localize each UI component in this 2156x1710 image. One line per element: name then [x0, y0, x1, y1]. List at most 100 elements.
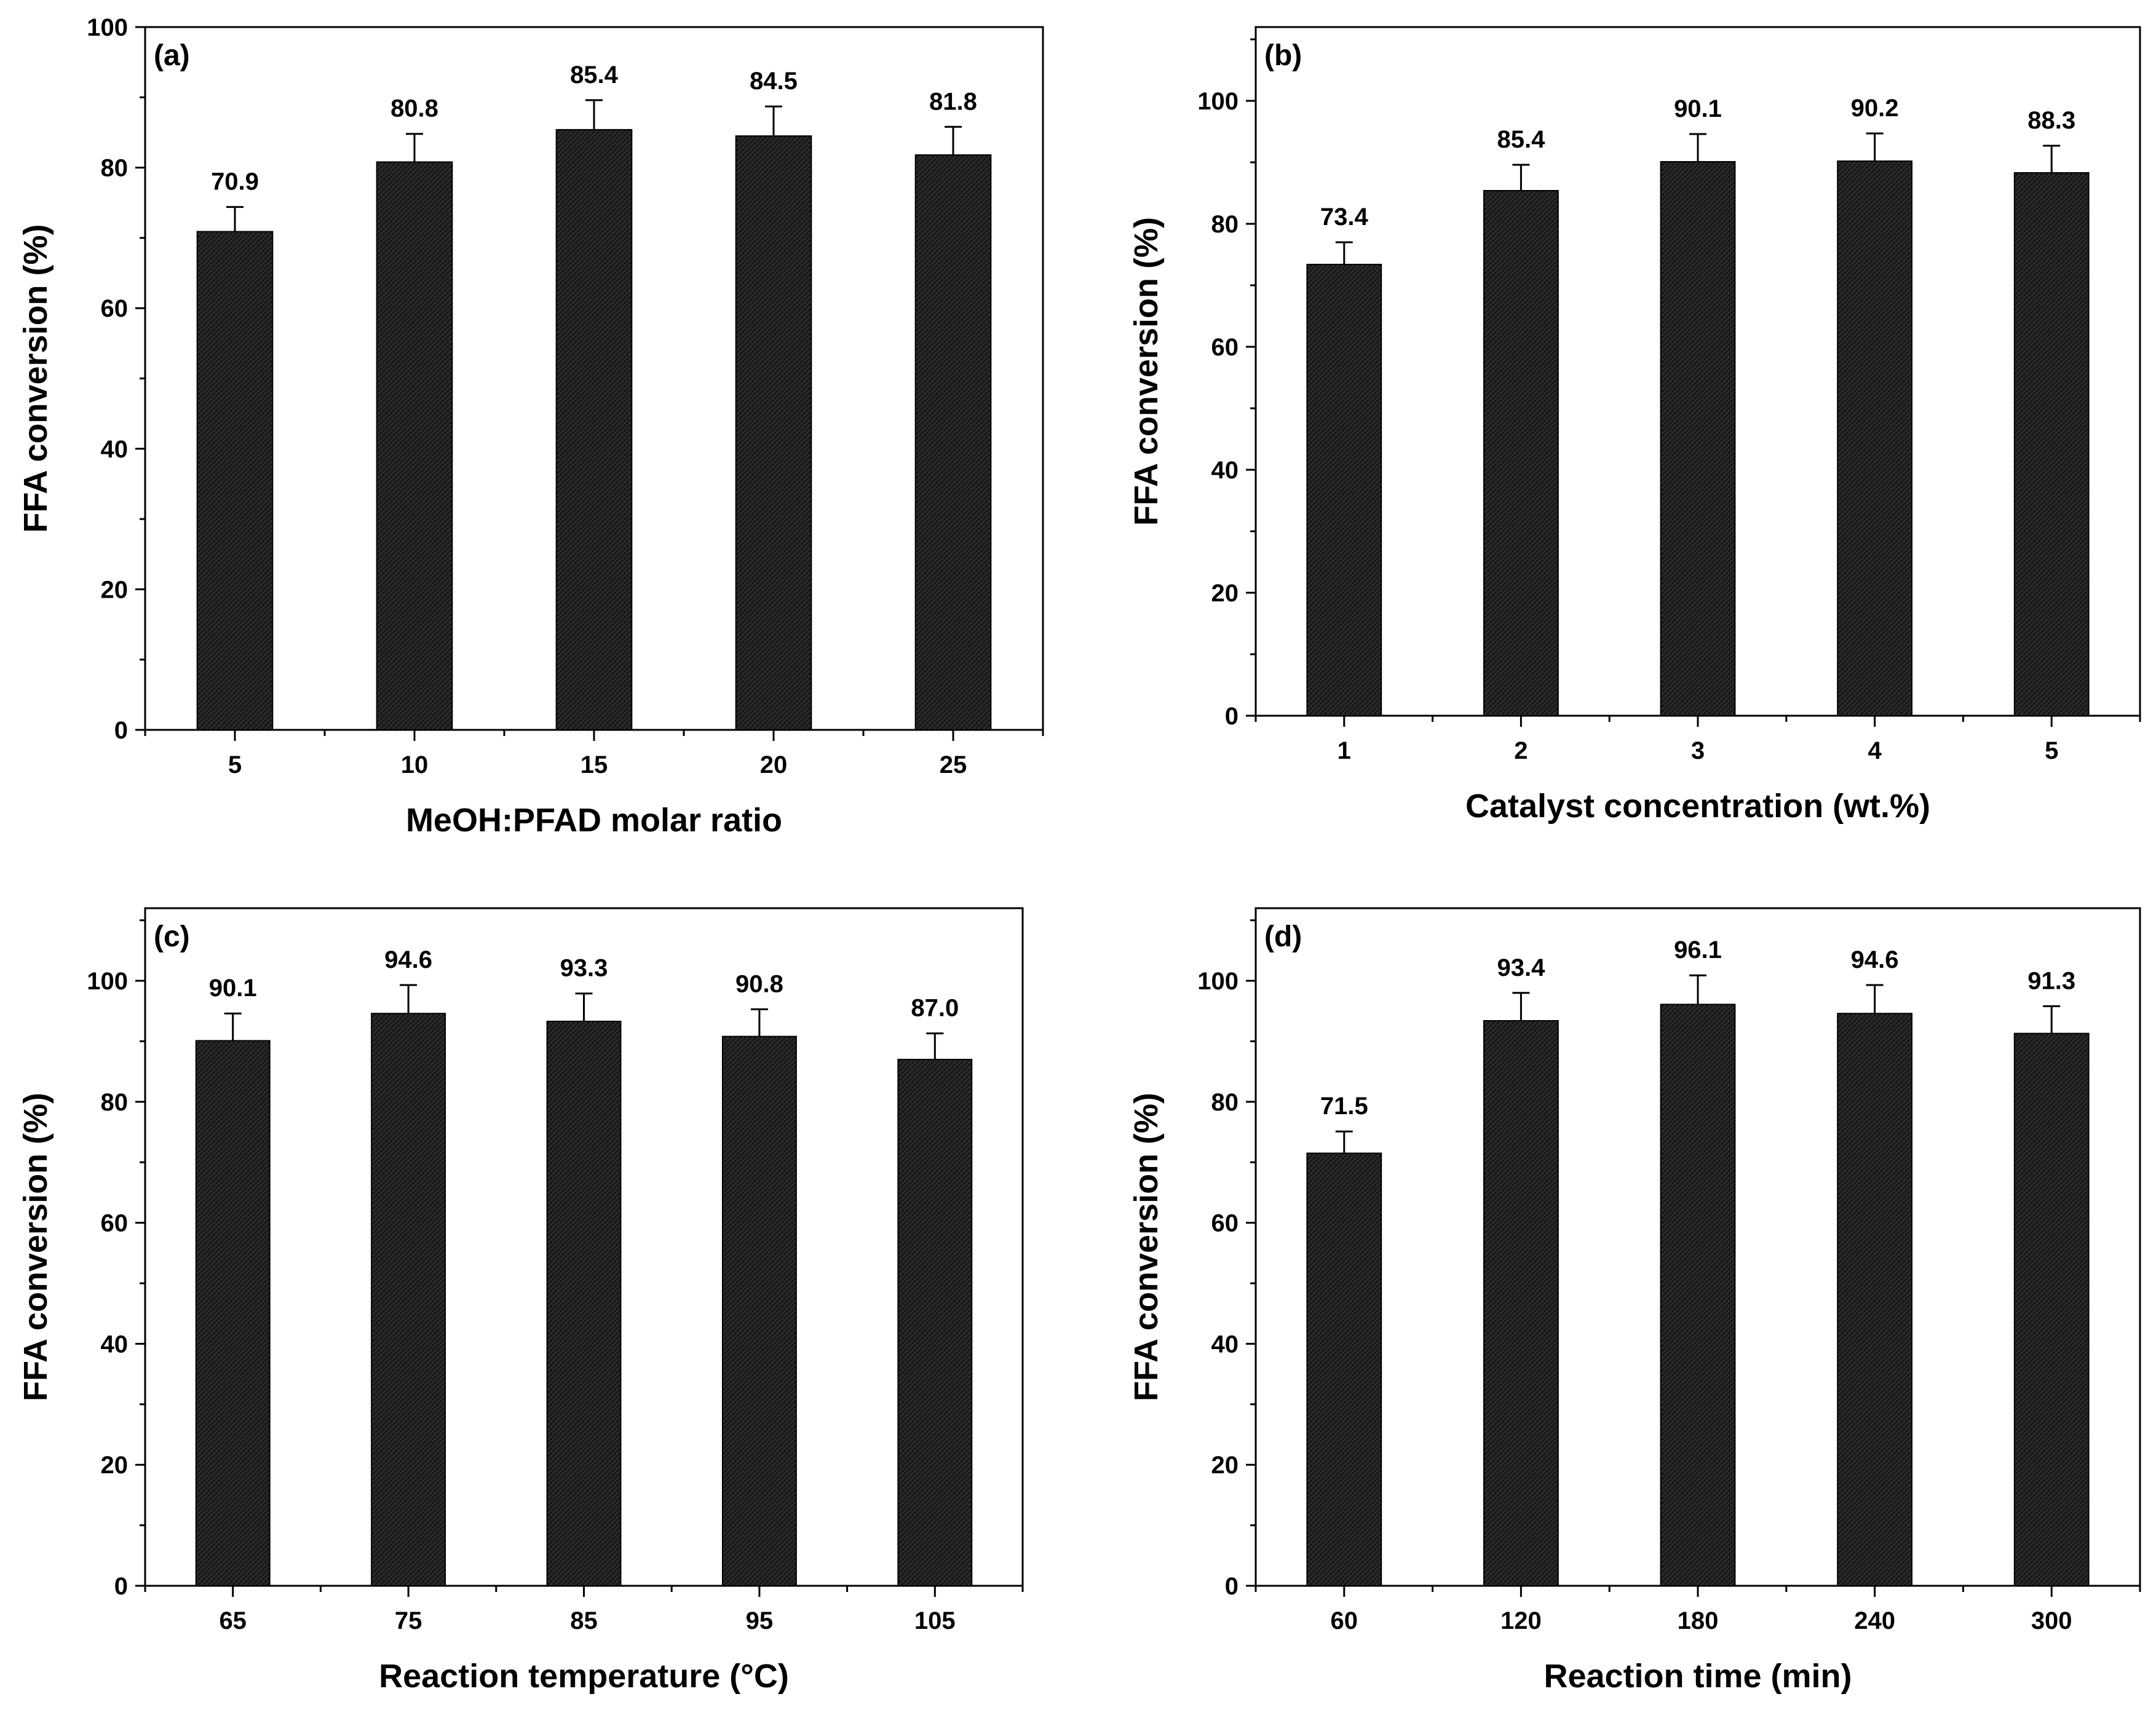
y-tick-label: 40 — [101, 1331, 129, 1358]
panel-a: (a) 0 20 40 60 80 100 70.9 5 80.8 10 85.4 15 84.5 20 81… — [17, 14, 1044, 839]
bar — [1483, 1020, 1559, 1586]
data-label: 90.2 — [1851, 95, 1899, 122]
y-tick-label: 40 — [1211, 457, 1239, 484]
data-label: 80.8 — [390, 95, 438, 122]
data-label: 94.6 — [1851, 946, 1899, 973]
bar — [1306, 1152, 1382, 1586]
panel-label: (d) — [1264, 920, 1302, 953]
x-tick-label: 180 — [1678, 1607, 1719, 1634]
y-tick-label: 40 — [1211, 1331, 1239, 1358]
data-label: 73.4 — [1320, 204, 1369, 231]
panel-label: (b) — [1264, 39, 1302, 72]
x-tick-label: 95 — [746, 1607, 774, 1634]
y-axis-title: FFA conversion (%) — [1128, 1093, 1165, 1401]
data-label: 85.4 — [570, 61, 619, 89]
bar — [376, 161, 453, 730]
y-axis-title: FFA conversion (%) — [17, 1093, 54, 1401]
bar — [1660, 161, 1736, 716]
panel-label: (c) — [154, 920, 190, 953]
x-tick-label: 20 — [760, 751, 788, 778]
data-label: 81.8 — [929, 88, 977, 115]
x-tick-label: 105 — [914, 1607, 956, 1634]
x-axis-title: Reaction time (min) — [1544, 1658, 1852, 1695]
data-label: 90.1 — [209, 975, 257, 1002]
y-tick-label: 100 — [87, 14, 128, 41]
bar — [1837, 1013, 1912, 1587]
y-tick-label: 60 — [1211, 334, 1239, 361]
x-tick-label: 15 — [581, 751, 608, 778]
bar — [914, 154, 992, 730]
data-label: 88.3 — [2027, 107, 2075, 134]
y-tick-label: 40 — [101, 436, 129, 463]
y-tick-label: 0 — [114, 717, 128, 744]
bar — [2013, 1032, 2090, 1586]
bar — [371, 1013, 446, 1587]
y-tick-label: 100 — [1197, 88, 1239, 115]
y-tick-label: 20 — [101, 576, 129, 603]
y-tick-label: 80 — [101, 155, 129, 182]
y-tick-label: 0 — [114, 1573, 128, 1600]
x-tick-label: 75 — [395, 1607, 422, 1634]
bar — [546, 1020, 622, 1586]
y-tick-label: 20 — [101, 1452, 129, 1479]
data-label: 87.0 — [911, 995, 959, 1022]
panel-b: (b) 0 20 40 60 80 100 73.4 1 85.4 2 90.1 3 90.2 4 88.3 5… — [1128, 26, 2141, 825]
bar — [2013, 172, 2090, 716]
bar — [195, 1040, 271, 1586]
data-label: 70.9 — [211, 168, 259, 196]
bar — [721, 1035, 797, 1587]
x-tick-label: 65 — [219, 1607, 247, 1634]
y-tick-label: 60 — [101, 295, 129, 322]
bar — [196, 231, 274, 731]
data-label: 85.4 — [1497, 126, 1545, 153]
data-label: 90.8 — [735, 970, 783, 997]
data-label: 90.1 — [1674, 95, 1722, 122]
data-label: 96.1 — [1674, 936, 1722, 964]
data-label: 91.3 — [2027, 967, 2075, 994]
bar — [555, 129, 633, 731]
data-label: 84.5 — [750, 68, 798, 95]
x-tick-label: 120 — [1500, 1607, 1542, 1634]
y-tick-label: 0 — [1225, 703, 1239, 730]
y-tick-label: 0 — [1225, 1573, 1239, 1600]
x-tick-label: 5 — [228, 751, 242, 778]
y-tick-label: 100 — [87, 968, 128, 995]
y-tick-label: 20 — [1211, 580, 1239, 607]
x-tick-label: 25 — [940, 751, 967, 778]
y-tick-label: 60 — [1211, 1210, 1239, 1237]
bar — [1660, 1003, 1736, 1587]
y-tick-label: 80 — [1211, 211, 1239, 238]
y-axis-title: FFA conversion (%) — [17, 224, 54, 532]
x-tick-label: 240 — [1854, 1607, 1895, 1634]
x-axis-title: MeOH:PFAD molar ratio — [406, 802, 782, 839]
x-tick-label: 85 — [570, 1607, 598, 1634]
y-tick-label: 80 — [1211, 1089, 1239, 1116]
data-label: 71.5 — [1320, 1093, 1368, 1120]
bar — [897, 1058, 973, 1587]
bar — [1837, 160, 1912, 716]
y-tick-label: 100 — [1197, 968, 1239, 995]
data-label: 93.3 — [560, 955, 608, 982]
x-tick-label: 4 — [1868, 737, 1882, 764]
panel-label: (a) — [154, 39, 190, 72]
x-tick-label: 10 — [401, 751, 429, 778]
bar — [1306, 264, 1382, 716]
bar — [1483, 190, 1559, 716]
y-tick-label: 60 — [101, 1210, 129, 1237]
x-tick-label: 2 — [1514, 737, 1528, 764]
x-axis-title: Reaction temperature (°C) — [379, 1658, 789, 1695]
x-axis-title: Catalyst concentration (wt.%) — [1465, 788, 1930, 825]
x-tick-label: 1 — [1338, 737, 1351, 764]
x-tick-label: 60 — [1331, 1607, 1358, 1634]
x-tick-label: 5 — [2045, 737, 2058, 764]
y-tick-label: 20 — [1211, 1452, 1239, 1479]
panel-d: (d) 0 20 40 60 80 100 71.5 60 93.4 120 96.1 180 94.6 2… — [1128, 907, 2141, 1695]
data-label: 94.6 — [384, 946, 432, 973]
y-axis-title: FFA conversion (%) — [1128, 217, 1165, 526]
x-tick-label: 300 — [2031, 1607, 2072, 1634]
x-tick-label: 3 — [1691, 737, 1705, 764]
bar — [735, 135, 812, 731]
panel-c: (c) 0 20 40 60 80 100 90.1 65 94.6 75 93.3 85 90.8 95 8… — [17, 907, 1024, 1695]
y-tick-label: 80 — [101, 1089, 129, 1116]
